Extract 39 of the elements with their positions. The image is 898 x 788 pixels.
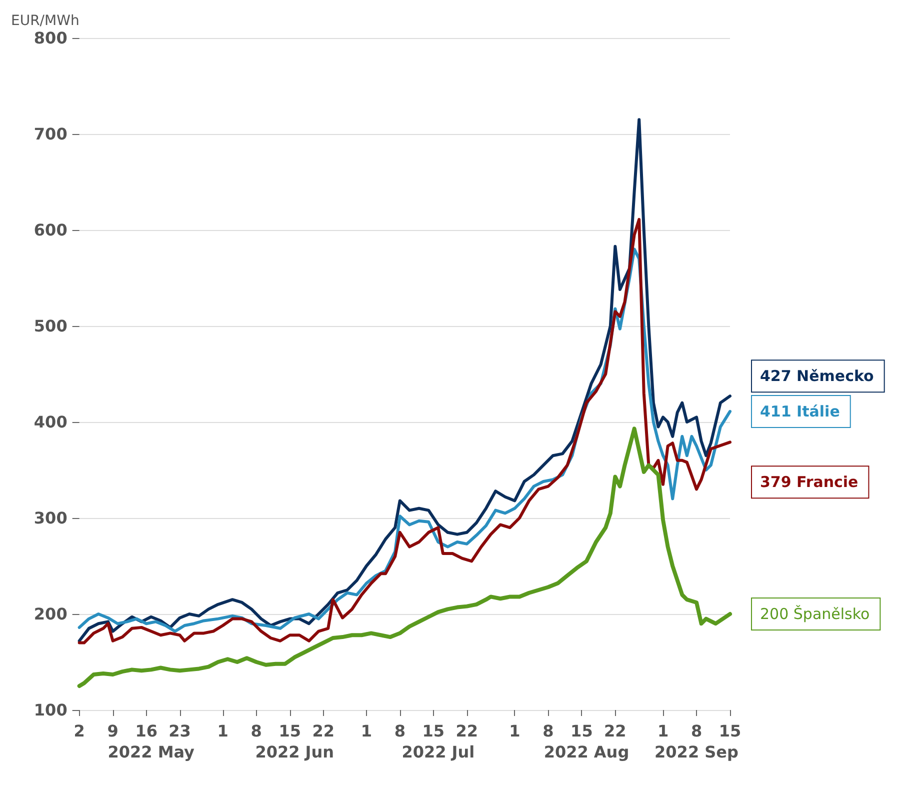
text: 2022 Jun <box>255 742 334 762</box>
y-tick-label: 300 <box>34 508 68 528</box>
y-tick-label: 200 <box>34 604 68 624</box>
series-label: 411 Itálie <box>760 402 840 420</box>
text: 379 Francie <box>760 473 858 492</box>
x-tick-label: 2 <box>74 722 85 740</box>
x-tick-label: 8 <box>394 722 406 740</box>
x-tick-label: 9 <box>107 722 118 740</box>
y-tick-label: 500 <box>34 316 68 336</box>
x-tick-label: 8 <box>250 722 262 740</box>
text: 2022 May <box>108 742 196 762</box>
line-series <box>78 118 732 642</box>
x-tick-label: 15 <box>718 722 742 740</box>
y-tick-label: 600 <box>34 220 68 240</box>
x-tick-label: 22 <box>312 722 334 740</box>
text: 2022 Sep <box>654 742 738 762</box>
x-tick-label: 8 <box>690 722 702 740</box>
series-label: 200 Španělsko <box>760 605 870 623</box>
x-tick-label: 22 <box>456 722 478 740</box>
line-series <box>77 426 732 688</box>
text: 2022 Aug <box>544 742 630 762</box>
x-tick-label: 15 <box>278 722 301 740</box>
x-tick-label: 1 <box>217 722 228 740</box>
text: 2022 Jul <box>402 742 475 762</box>
x-tick-label: 8 <box>542 722 554 740</box>
x-tick-label: 1 <box>657 722 669 740</box>
x-tick-label: 1 <box>360 722 372 740</box>
x-tick-label: 16 <box>135 722 158 740</box>
text: 427 Německo <box>760 367 874 386</box>
y-axis-title: EUR/MWh <box>10 13 80 29</box>
x-tick-label: 1 <box>509 722 520 740</box>
y-tick-label: 800 <box>34 28 68 48</box>
x-tick-label: 15 <box>422 722 445 740</box>
y-tick-label: 100 <box>34 700 68 720</box>
x-tick-label: 22 <box>604 722 626 740</box>
y-tick-label: 400 <box>34 412 68 432</box>
y-tick-label: 700 <box>34 124 68 144</box>
x-tick-label: 15 <box>570 722 593 740</box>
x-tick-label: 23 <box>168 722 191 740</box>
